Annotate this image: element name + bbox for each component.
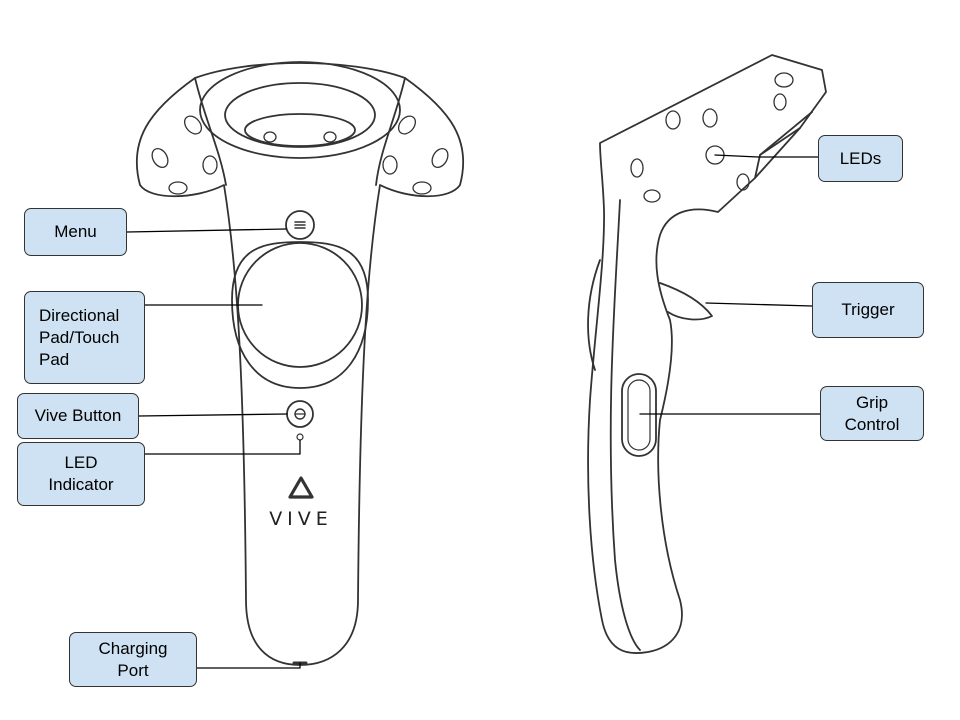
menu-button — [285, 210, 315, 240]
grip-control — [621, 373, 657, 457]
callout-line-leds — [714, 154, 819, 158]
label-led-indicator: LED Indicator — [17, 442, 145, 506]
label-vive-button: Vive Button — [17, 393, 139, 439]
front-controller-body — [135, 62, 465, 666]
label-grip-control: Grip Control — [820, 386, 924, 441]
label-menu: Menu — [24, 208, 127, 256]
front-ring-opening-outer — [199, 61, 401, 159]
vive-logo-icon — [288, 476, 314, 499]
label-trigger: Trigger — [812, 282, 924, 338]
front-ring-opening-inner — [224, 82, 376, 148]
front-ring-inner-edge — [194, 77, 227, 186]
side-touchpad-edge — [587, 259, 601, 371]
led-indicator-dot — [296, 433, 304, 441]
callout-lines — [126, 154, 821, 669]
callout-line-charging-port — [196, 662, 301, 669]
vive-logo-text: VIVE — [269, 508, 333, 530]
callout-line-vive-button — [138, 413, 288, 417]
side-ring-inner-edge — [754, 111, 813, 179]
side-sensor-dimples — [630, 72, 794, 203]
label-leds: LEDs — [818, 135, 903, 182]
callout-line-menu — [126, 228, 287, 233]
grip-control-inner — [627, 379, 651, 451]
front-ring-inner-edge-right — [375, 77, 406, 186]
callout-line-led-indicator — [144, 439, 301, 455]
callout-line-trigger — [705, 302, 813, 307]
trigger — [659, 282, 713, 321]
touchpad-bezel — [231, 241, 369, 389]
side-grip-front-edge — [609, 199, 641, 651]
label-directional-pad: Directional Pad/Touch Pad — [24, 291, 145, 384]
side-controller-body — [587, 54, 827, 654]
menu-icon — [294, 221, 306, 229]
label-charging-port: Charging Port — [69, 632, 197, 687]
front-ring-floor — [244, 113, 356, 147]
front-sensor-dimples — [151, 115, 449, 195]
